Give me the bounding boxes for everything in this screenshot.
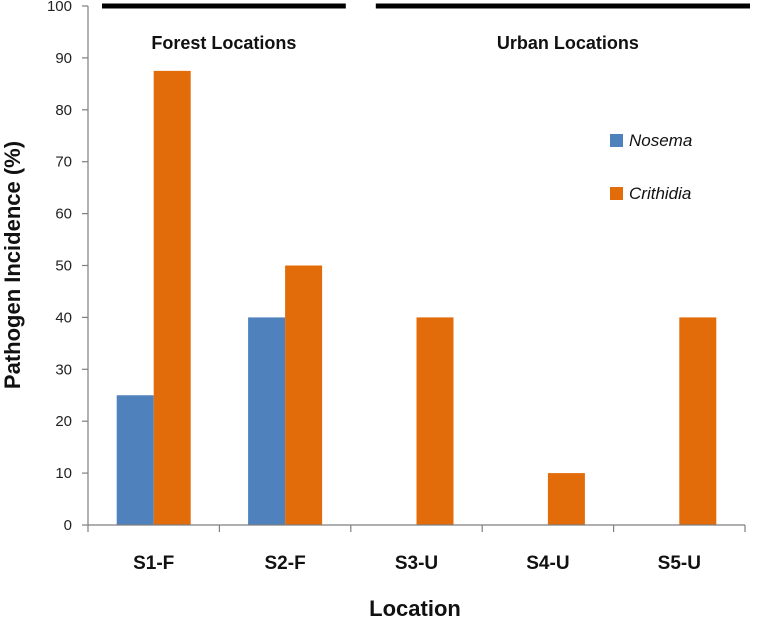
x-tick-label: S5-U [658, 553, 701, 574]
bars [116, 70, 717, 525]
y-tick-label: 0 [64, 517, 72, 534]
bar-nosema-s2-f [248, 317, 286, 525]
y-tick-label: 80 [55, 102, 72, 119]
bar-crithidia-s2-f [285, 265, 323, 525]
bar-crithidia-s1-f [153, 70, 191, 525]
x-tick-label: S3-U [395, 553, 438, 574]
y-tick-label: 30 [55, 361, 72, 378]
y-tick-label: 10 [55, 465, 72, 482]
legend: Nosema Crithidia [610, 131, 692, 203]
x-tick-label: S2-F [265, 553, 306, 574]
y-axis-title: Pathogen Incidence (%) [0, 141, 25, 389]
y-tick-label: 40 [55, 309, 72, 326]
x-axis-title: Location [369, 596, 461, 619]
y-tick-label: 70 [55, 154, 72, 171]
legend-label-nosema: Nosema [629, 131, 692, 150]
bar-crithidia-s3-u [416, 317, 454, 525]
x-axis-ticks: S1-F S2-F S3-U S4-U S5-U [87, 525, 746, 574]
legend-label-crithidia: Crithidia [629, 184, 691, 203]
x-tick-label: S1-F [133, 553, 174, 574]
group-label: Forest Locations [151, 33, 296, 53]
legend-swatch-nosema [610, 134, 623, 147]
bar-nosema-s1-f [116, 395, 154, 525]
legend-swatch-crithidia [610, 187, 623, 200]
x-tick-label: S4-U [526, 553, 569, 574]
y-tick-label: 60 [55, 206, 72, 223]
y-tick-label: 50 [55, 258, 72, 275]
y-tick-label: 20 [55, 413, 72, 430]
y-tick-label: 90 [55, 50, 72, 67]
location-groups: Forest Locations Urban Locations [102, 3, 750, 53]
bar-crithidia-s5-u [679, 317, 717, 525]
y-axis-ticks: 0 10 20 30 40 50 60 70 80 90 100 [47, 0, 88, 534]
bar-crithidia-s4-u [547, 473, 585, 525]
group-label: Urban Locations [497, 33, 639, 53]
y-tick-label: 100 [47, 0, 72, 15]
